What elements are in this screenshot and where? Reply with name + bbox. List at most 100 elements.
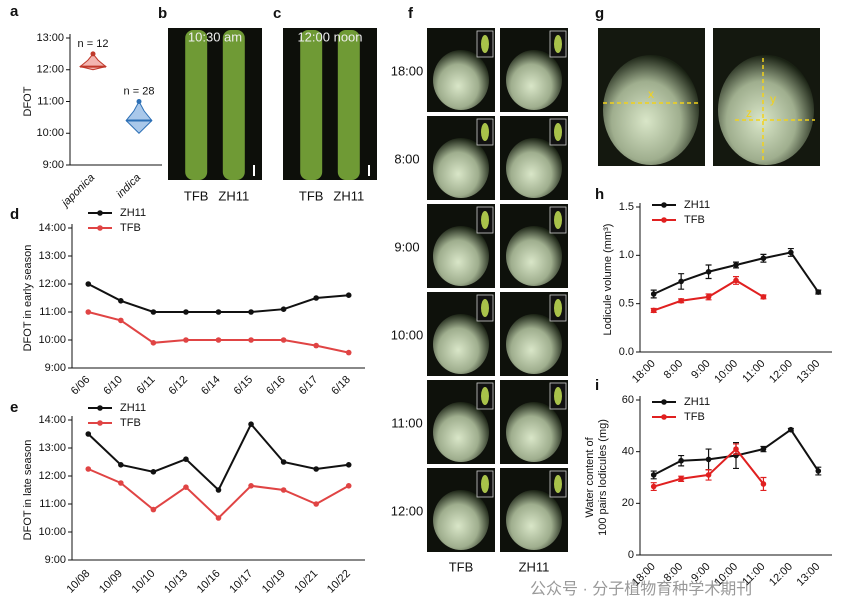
x-tick-label: 6/16 xyxy=(264,374,288,398)
y-axis-label: Water content of xyxy=(584,436,596,517)
inset-grain xyxy=(481,35,489,53)
annotation: n = 28 xyxy=(124,85,155,97)
point xyxy=(345,292,352,299)
photos: b 10:30 am TFB ZH11 c 12:00 noon TFB ZH11 f 18:00… xyxy=(158,5,820,598)
y-tick-label: 12:00 xyxy=(36,64,64,76)
point xyxy=(183,337,189,343)
point xyxy=(733,277,739,284)
chart: a 9:00 10:00 11:00 12:00 13:00 DFOT japonica ind… xyxy=(10,3,162,211)
y-tick-label: 11:00 xyxy=(39,306,66,318)
lodicule xyxy=(433,50,489,110)
point xyxy=(815,468,822,474)
x-tick-label: 13:00 xyxy=(795,358,823,386)
y-tick-label: 14:00 xyxy=(38,222,66,234)
panel-label: b xyxy=(158,5,167,22)
point xyxy=(345,462,352,468)
lodicule xyxy=(718,55,814,165)
point xyxy=(345,483,352,489)
lodicule xyxy=(433,402,489,462)
photo-label: ZH11 xyxy=(519,559,550,574)
photo-label: ZH11 xyxy=(218,188,249,203)
point xyxy=(280,306,287,313)
legend-dot xyxy=(97,225,103,231)
legend-label: ZH11 xyxy=(120,207,146,219)
violin xyxy=(125,100,153,134)
point xyxy=(650,472,657,478)
y-tick-label: 1.0 xyxy=(619,249,634,261)
x-tick-label: 10/13 xyxy=(162,568,190,596)
inset-grain xyxy=(481,211,489,229)
panel-label: d xyxy=(10,206,19,223)
legend-label: TFB xyxy=(120,222,141,234)
series-line xyxy=(87,283,349,313)
x-tick-label: 10/08 xyxy=(65,568,93,596)
row-label: 18:00 xyxy=(391,63,424,78)
x-tick-label: indica xyxy=(114,172,143,201)
y-tick-label: 13:00 xyxy=(38,250,66,262)
point xyxy=(215,337,222,343)
y-tick-label: 1.5 xyxy=(619,201,634,213)
photo-label: TFB xyxy=(184,188,209,203)
point xyxy=(118,298,124,304)
legend-label: ZH11 xyxy=(684,199,710,211)
lodicule xyxy=(506,314,562,374)
point xyxy=(650,483,657,490)
point xyxy=(760,255,767,262)
panel-label: h xyxy=(595,186,604,203)
y-axis-label: Lodicule volume (mm³) xyxy=(602,224,614,336)
x-tick-label: 12:00 xyxy=(767,561,795,589)
x-tick-label: 6/10 xyxy=(101,374,125,398)
x-tick-label: 11:00 xyxy=(740,561,767,588)
point xyxy=(280,459,287,465)
y-tick-label: 14:00 xyxy=(38,414,66,426)
x-tick-label: 6/18 xyxy=(329,374,353,398)
panicle xyxy=(300,30,323,180)
x-tick-label: 8:00 xyxy=(662,358,686,382)
point xyxy=(183,484,189,491)
inset-grain xyxy=(481,299,489,317)
photo xyxy=(168,28,262,180)
row-label: 12:00 xyxy=(391,503,424,518)
inset-grain xyxy=(554,35,562,53)
lodicule xyxy=(506,226,562,286)
photo xyxy=(283,28,377,180)
photo-label: ZH11 xyxy=(333,188,364,203)
panel-label: c xyxy=(273,5,281,22)
y-tick-label: 13:00 xyxy=(36,32,64,44)
point xyxy=(788,426,794,433)
point xyxy=(733,262,739,268)
y-tick-label: 11:00 xyxy=(37,95,64,107)
series-line xyxy=(87,422,349,492)
x-tick-label: 11:00 xyxy=(740,358,767,385)
y-tick-label: 13:00 xyxy=(38,442,66,454)
point xyxy=(215,487,222,493)
y-axis-label: DFOT xyxy=(22,86,34,116)
point xyxy=(705,472,712,478)
y-tick-label: 12:00 xyxy=(38,470,66,482)
panicle xyxy=(337,30,360,180)
legend-dot xyxy=(97,210,103,216)
x-tick-label: japonica xyxy=(58,172,97,211)
lodicule xyxy=(433,490,489,550)
chart: i 0 20 40 60 Water content of 100 pairs lodicu… xyxy=(584,377,832,589)
annotation: n = 12 xyxy=(78,38,109,50)
point xyxy=(280,337,287,343)
x-tick-label: 10/19 xyxy=(260,568,288,596)
panicle xyxy=(185,30,208,180)
y-axis-label: DFOT in late season xyxy=(22,440,34,541)
chart: d 9:00 10:00 11:00 12:00 13:00 14:00 DFOT in ea… xyxy=(10,206,365,397)
point xyxy=(248,309,254,315)
x-tick-label: 6/06 xyxy=(69,374,93,398)
point xyxy=(85,281,92,287)
legend-label: TFB xyxy=(684,214,705,226)
point xyxy=(248,421,254,428)
x-tick-label: 9:00 xyxy=(689,358,713,382)
point xyxy=(705,294,712,300)
lodicule xyxy=(506,490,562,550)
inset-grain xyxy=(554,123,562,141)
y-axis-label: 100 pairs lodicules (mg) xyxy=(597,419,609,536)
lodicule xyxy=(506,402,562,462)
inset-grain xyxy=(554,211,562,229)
chart: h 0.0 0.5 1.0 1.5 Lodicule volume (mm³) 18:00 8… xyxy=(595,186,832,386)
